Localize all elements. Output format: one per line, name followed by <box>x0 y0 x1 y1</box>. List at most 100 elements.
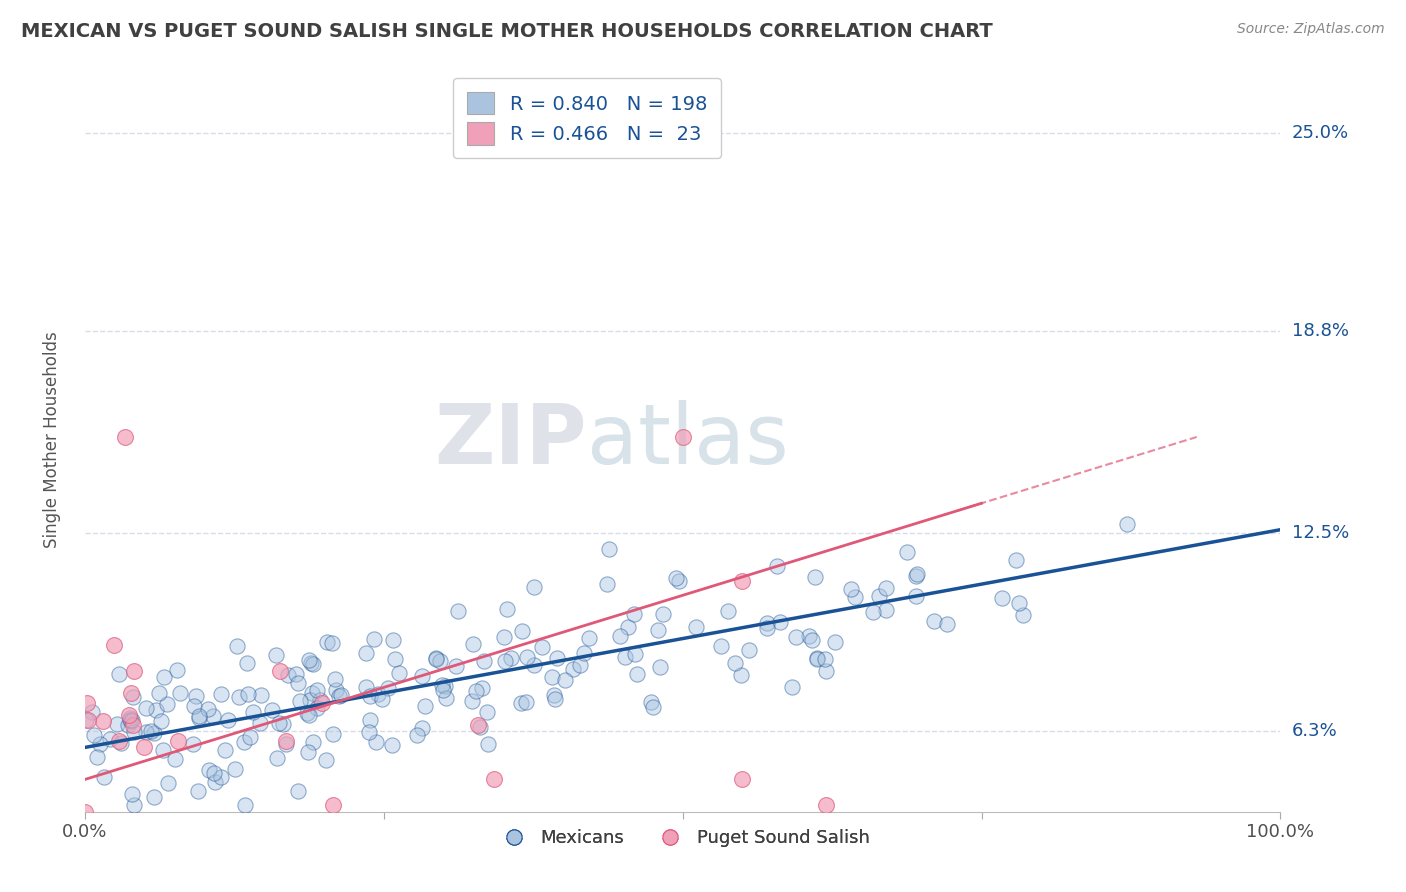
Point <box>671 430 693 444</box>
Point <box>250 688 273 702</box>
Point <box>266 648 288 663</box>
Point <box>321 636 343 650</box>
Point <box>89 737 111 751</box>
Point <box>107 734 129 748</box>
Text: ZIP: ZIP <box>434 400 586 481</box>
Point <box>188 711 211 725</box>
Point <box>91 714 114 728</box>
Point <box>411 721 433 735</box>
Point <box>325 683 347 698</box>
Point <box>685 620 707 634</box>
Point <box>83 728 105 742</box>
Point <box>315 753 337 767</box>
Point <box>117 718 139 732</box>
Point <box>249 716 271 731</box>
Point <box>357 725 380 739</box>
Point <box>1116 516 1139 531</box>
Point <box>429 654 451 668</box>
Point <box>382 633 405 648</box>
Point <box>122 690 145 705</box>
Point <box>475 705 498 719</box>
Point <box>269 716 291 731</box>
Point <box>93 770 115 784</box>
Point <box>990 591 1012 605</box>
Point <box>756 616 779 631</box>
Point <box>75 805 97 819</box>
Point <box>875 582 897 596</box>
Point <box>299 656 322 670</box>
Point <box>269 664 291 678</box>
Point <box>121 713 143 727</box>
Point <box>596 576 619 591</box>
Point <box>756 621 779 635</box>
Point <box>360 713 382 727</box>
Point <box>803 569 825 583</box>
Point <box>815 798 838 813</box>
Text: 12.5%: 12.5% <box>1292 524 1348 542</box>
Point <box>815 664 838 678</box>
Point <box>766 558 789 573</box>
Point <box>668 574 690 588</box>
Point <box>235 657 257 671</box>
Point <box>806 651 828 665</box>
Point <box>142 789 165 804</box>
Point <box>425 650 447 665</box>
Point <box>626 667 648 681</box>
Point <box>447 604 470 618</box>
Point <box>482 772 505 787</box>
Point <box>474 654 496 668</box>
Point <box>76 714 98 728</box>
Text: 25.0%: 25.0% <box>1292 124 1348 142</box>
Point <box>316 634 339 648</box>
Point <box>769 615 792 629</box>
Point <box>896 545 918 559</box>
Point <box>623 648 645 662</box>
Point <box>814 652 837 666</box>
Point <box>204 774 226 789</box>
Point <box>651 607 673 622</box>
Point <box>904 569 927 583</box>
Point <box>298 653 321 667</box>
Point <box>153 670 176 684</box>
Point <box>276 737 298 751</box>
Point <box>494 630 516 644</box>
Point <box>276 734 298 748</box>
Point <box>495 601 517 615</box>
Point <box>110 736 132 750</box>
Point <box>135 725 157 739</box>
Point <box>467 718 489 732</box>
Point <box>875 602 897 616</box>
Point <box>530 640 553 654</box>
Point <box>118 708 141 723</box>
Point <box>285 666 308 681</box>
Point <box>121 787 143 801</box>
Point <box>359 689 381 703</box>
Point <box>262 703 284 717</box>
Point <box>301 686 323 700</box>
Point <box>824 635 846 649</box>
Point <box>297 706 319 721</box>
Point <box>381 738 404 752</box>
Point <box>233 798 256 813</box>
Point <box>309 693 332 707</box>
Point <box>187 784 209 798</box>
Point <box>544 691 567 706</box>
Point <box>411 668 433 682</box>
Point <box>731 574 754 588</box>
Point <box>238 687 260 701</box>
Point <box>477 737 499 751</box>
Point <box>364 735 387 749</box>
Point <box>434 690 457 705</box>
Point <box>516 650 538 665</box>
Point <box>122 664 145 678</box>
Point <box>562 662 585 676</box>
Point <box>225 639 247 653</box>
Point <box>135 701 157 715</box>
Point <box>623 607 645 622</box>
Point <box>298 693 321 707</box>
Point <box>388 666 411 681</box>
Point <box>322 727 344 741</box>
Point <box>114 430 136 444</box>
Point <box>425 652 447 666</box>
Text: Source: ZipAtlas.com: Source: ZipAtlas.com <box>1237 22 1385 37</box>
